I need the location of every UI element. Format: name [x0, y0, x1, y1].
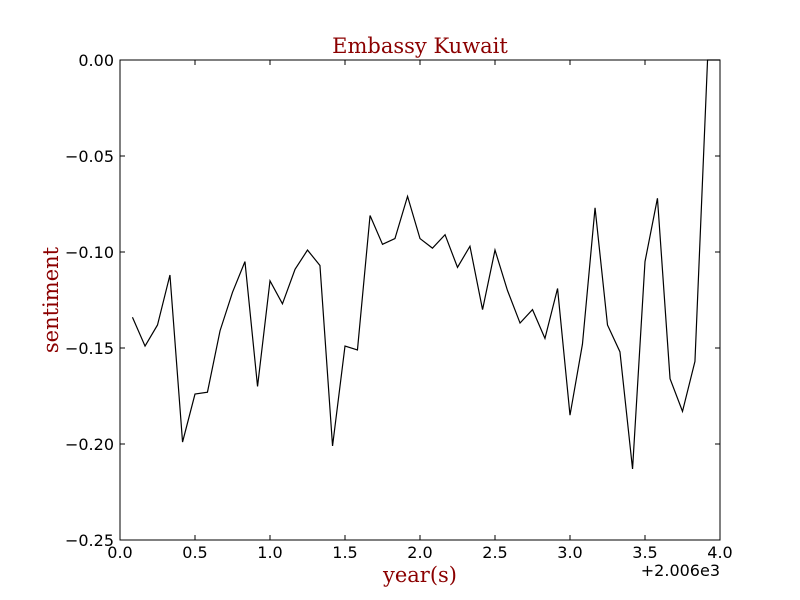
x-tick-label: 1.5	[332, 543, 357, 562]
plot-frame	[119, 59, 721, 541]
x-tick-label: 2.5	[482, 543, 507, 562]
x-axis-offset-label: +2.006e3	[641, 561, 720, 580]
y-tick-label: 0.00	[78, 51, 114, 70]
y-tick-label: −0.25	[65, 531, 114, 550]
x-tick-label: 3.5	[632, 543, 657, 562]
x-tick-label: 0.0	[107, 543, 132, 562]
y-tick-label: −0.05	[65, 147, 114, 166]
x-tick-label: 2.0	[407, 543, 432, 562]
x-axis-ticks: 0.0 0.5 1.0 1.5 2.0 2.5 3.0 3.5 4.0	[107, 60, 733, 562]
series-line	[131, 59, 720, 470]
x-axis-title: year(s)	[382, 563, 457, 587]
y-axis-ticks: 0.00 −0.05 −0.10 −0.15 −0.20 −0.25	[65, 51, 720, 550]
y-axis-title: sentiment	[39, 246, 63, 353]
chart-title: Embassy Kuwait	[332, 34, 508, 58]
y-tick-label: −0.10	[65, 243, 114, 262]
y-tick-label: −0.20	[65, 435, 114, 454]
x-tick-label: 1.0	[257, 543, 282, 562]
y-tick-label: −0.15	[65, 339, 114, 358]
x-tick-label: 3.0	[557, 543, 582, 562]
x-tick-label: 0.5	[182, 543, 207, 562]
x-tick-label: 4.0	[707, 543, 732, 562]
